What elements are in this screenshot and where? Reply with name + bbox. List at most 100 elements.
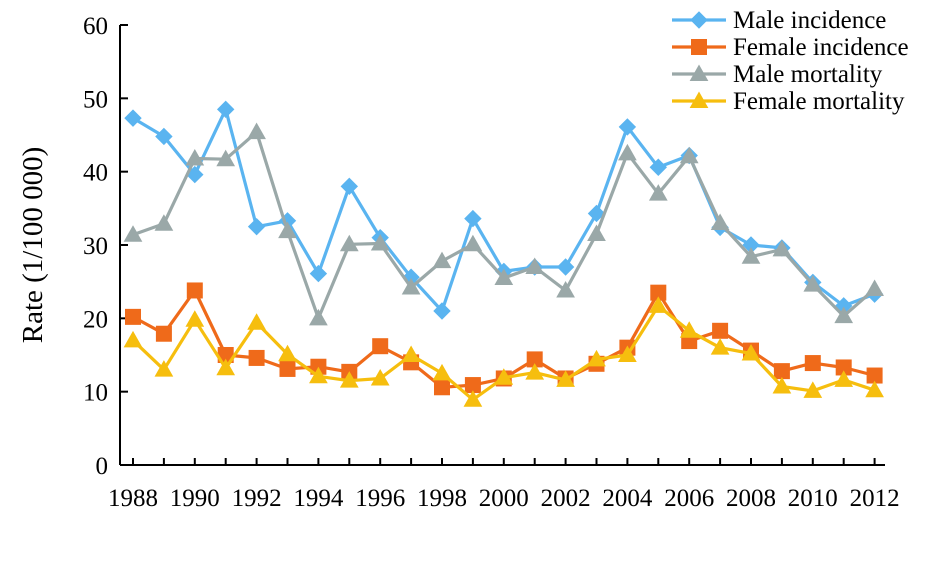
data-point-male-mortality <box>401 278 421 295</box>
data-point-female-mortality <box>123 330 143 348</box>
data-point-female-mortality <box>618 345 637 362</box>
legend-item-female-incidence: Female incidence <box>672 34 909 61</box>
data-point-female-incidence <box>773 363 790 380</box>
y-axis-title: Rate (1/100 000) <box>17 147 49 344</box>
data-point-male-incidence <box>340 177 359 196</box>
data-point-female-mortality <box>432 363 452 381</box>
y-axis-title-group: Rate (1/100 000) <box>17 147 49 344</box>
data-point-female-incidence <box>372 338 389 355</box>
data-point-female-mortality <box>865 380 884 398</box>
data-point-male-incidence <box>309 264 328 283</box>
y-tick-label: 30 <box>83 233 108 260</box>
x-tick-label: 1988 <box>108 485 158 512</box>
data-point-male-mortality <box>618 143 637 161</box>
x-tick-label: 2010 <box>788 485 838 512</box>
data-point-female-mortality <box>309 366 328 384</box>
data-point-male-mortality <box>525 257 545 274</box>
data-point-female-mortality <box>401 345 421 362</box>
legend-marker-icon <box>689 64 709 81</box>
data-point-male-mortality <box>463 234 483 252</box>
legend-marker-icon <box>690 11 708 29</box>
x-tick-label: 2002 <box>541 485 591 512</box>
data-point-male-incidence <box>556 258 575 276</box>
data-point-male-mortality <box>556 280 575 298</box>
series-male-incidence <box>124 100 884 320</box>
data-point-female-mortality <box>339 371 359 388</box>
data-point-male-mortality <box>587 224 606 241</box>
data-point-female-mortality <box>679 321 699 338</box>
data-point-male-incidence <box>216 100 235 119</box>
legend-label: Female mortality <box>733 88 905 115</box>
legend-label: Female incidence <box>733 34 909 61</box>
data-point-male-mortality <box>432 251 452 269</box>
data-point-female-mortality <box>587 349 606 367</box>
series-male-mortality <box>123 122 884 326</box>
data-point-female-mortality <box>648 296 668 313</box>
legend-marker-icon <box>689 91 709 108</box>
legend-item-male-incidence: Male incidence <box>672 7 886 34</box>
data-point-female-mortality <box>216 358 236 376</box>
data-point-female-mortality <box>247 313 266 330</box>
y-tick-label: 50 <box>83 86 108 113</box>
data-point-female-incidence <box>248 349 265 366</box>
data-point-male-mortality <box>494 268 514 285</box>
x-tick-label: 1996 <box>355 485 405 512</box>
data-point-female-mortality <box>556 370 575 387</box>
legend-item-male-mortality: Male mortality <box>672 61 883 88</box>
data-point-female-incidence <box>155 325 172 342</box>
data-point-male-incidence <box>618 118 637 136</box>
data-point-male-incidence <box>124 109 142 127</box>
data-point-female-mortality <box>772 377 792 394</box>
series-layer <box>123 100 884 407</box>
data-point-male-mortality <box>216 149 236 167</box>
data-point-male-mortality <box>865 279 884 296</box>
y-tick-label: 60 <box>83 13 108 40</box>
data-point-female-mortality <box>494 368 514 385</box>
data-point-female-incidence <box>186 282 203 299</box>
legend-marker-icon <box>691 39 707 55</box>
data-point-male-mortality <box>278 221 297 239</box>
x-ticks: 1988 1990 1992 1994 1996 1998 2000 2002 2004 2006… <box>108 458 900 512</box>
data-point-female-incidence <box>279 360 296 377</box>
data-point-male-incidence <box>247 217 266 236</box>
data-point-female-incidence <box>125 308 141 325</box>
x-tick-label: 1992 <box>232 485 282 512</box>
data-point-male-mortality <box>370 234 390 251</box>
data-point-female-incidence <box>712 322 729 339</box>
data-point-male-incidence <box>433 302 451 320</box>
data-point-male-mortality <box>309 308 328 326</box>
data-point-male-mortality <box>339 234 359 252</box>
x-tick-label: 1994 <box>293 485 344 512</box>
data-point-female-mortality <box>154 360 174 377</box>
legend-item-female-mortality: Female mortality <box>672 88 905 115</box>
data-point-male-incidence <box>649 158 668 176</box>
x-tick-label: 2004 <box>602 485 653 512</box>
data-point-male-mortality <box>679 146 699 164</box>
data-point-male-mortality <box>772 239 792 257</box>
data-point-male-mortality <box>803 275 823 292</box>
y-tick-label: 10 <box>83 380 108 407</box>
data-point-male-mortality <box>710 213 730 230</box>
legend-label: Male incidence <box>733 7 886 34</box>
y-tick-label: 20 <box>83 306 108 333</box>
series-female-mortality <box>123 296 884 407</box>
x-tick-label: 1998 <box>417 485 467 512</box>
y-tick-label: 40 <box>83 160 108 187</box>
data-point-male-mortality <box>834 306 854 324</box>
data-point-male-incidence <box>464 209 482 228</box>
y-ticks: 0 10 20 30 40 50 60 <box>83 13 128 480</box>
x-tick-label: 2000 <box>479 485 529 512</box>
data-point-male-incidence <box>587 204 606 223</box>
data-point-male-mortality <box>648 184 668 201</box>
x-tick-label: 2006 <box>664 485 714 512</box>
data-point-female-mortality <box>741 344 761 361</box>
data-point-male-mortality <box>247 122 266 140</box>
data-point-female-mortality <box>803 381 823 398</box>
data-point-male-mortality <box>154 214 174 231</box>
data-point-female-mortality <box>463 390 483 407</box>
series-line-male-mortality <box>132 130 876 320</box>
x-tick-label: 2012 <box>850 485 900 512</box>
data-point-female-mortality <box>370 368 390 386</box>
data-point-female-mortality <box>185 310 205 327</box>
